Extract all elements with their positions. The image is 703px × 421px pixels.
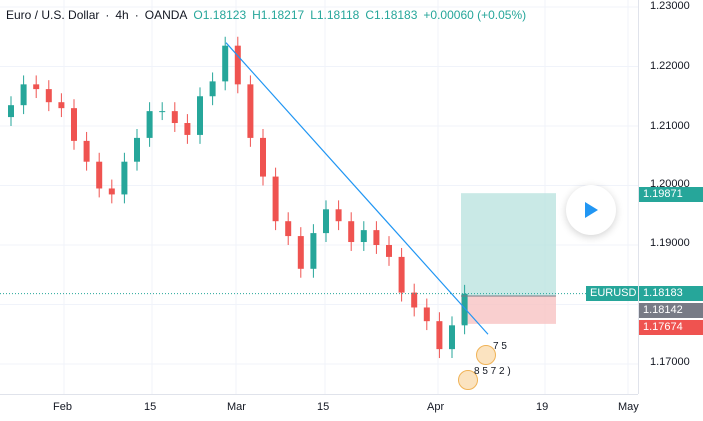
time-tick: May — [618, 401, 639, 413]
time-tick: Feb — [53, 401, 72, 413]
candle-body — [373, 230, 380, 245]
candle-body — [71, 108, 77, 141]
candle-body — [411, 292, 418, 308]
candle-body — [297, 236, 304, 269]
play-icon — [585, 202, 598, 218]
candle-body — [171, 111, 178, 124]
legend-close: C1.18183 — [365, 8, 418, 22]
target-price-tag: 1.19871 — [639, 187, 703, 202]
candle-body — [159, 111, 166, 113]
candle-body — [461, 293, 468, 326]
candle-body — [449, 325, 455, 350]
legend-high: H1.18217 — [252, 8, 305, 22]
event-badge-icon[interactable] — [458, 370, 478, 390]
candle-body — [247, 84, 254, 138]
price-tick: 1.21000 — [650, 120, 690, 132]
candle-body — [58, 102, 65, 109]
candle-body — [134, 137, 140, 162]
candle-body — [108, 188, 115, 195]
entry-price-tag: 1.18142 — [639, 303, 703, 318]
stop-loss-zone[interactable] — [461, 296, 556, 324]
candle-body — [146, 111, 153, 138]
time-tick: 19 — [536, 401, 549, 413]
legend-low: L1.18118 — [310, 8, 360, 22]
candles — [8, 36, 468, 359]
stop-price-tag: 1.17674 — [639, 320, 703, 335]
candle-body — [323, 209, 329, 234]
time-axis[interactable]: Feb 15 Mar 15 Apr 19 May — [0, 394, 639, 421]
symbol-legend: Euro / U.S. Dollar · 4h · OANDA O1.18123… — [6, 8, 526, 22]
legend-separator: · — [105, 8, 110, 22]
time-tick: 15 — [144, 401, 157, 413]
candle-body — [398, 256, 405, 293]
time-tick: Apr — [427, 401, 445, 413]
candle-body — [348, 221, 355, 243]
candle-body — [310, 233, 317, 269]
legend-separator: · — [134, 8, 139, 22]
price-tick: 1.23000 — [650, 0, 690, 12]
event-badge-label: 8 5 7 2 ) — [474, 366, 511, 377]
candle-body — [197, 96, 203, 135]
candle-body — [96, 161, 103, 189]
candle-body — [386, 245, 392, 257]
legend-interval[interactable]: 4h — [115, 8, 129, 22]
candle-body — [83, 140, 90, 162]
legend-open: O1.18123 — [193, 8, 247, 22]
current-price-tag: 1.18183 — [639, 286, 703, 301]
candle-body — [423, 307, 430, 322]
candle-body — [285, 221, 292, 237]
candle-body — [360, 230, 367, 243]
event-badge-icon[interactable] — [476, 345, 496, 365]
price-tick: 1.17000 — [650, 356, 690, 368]
candle-body — [272, 176, 279, 222]
candle-body — [33, 84, 40, 90]
legend-change: +0.00060 (+0.05%) — [423, 8, 527, 22]
plot-area[interactable] — [0, 0, 638, 394]
profit-target-zone[interactable] — [461, 193, 556, 297]
event-badge-label: 7 5 — [493, 341, 507, 352]
time-tick: 15 — [317, 401, 330, 413]
candle-body — [45, 89, 52, 103]
legend-symbol[interactable]: Euro / U.S. Dollar — [6, 8, 100, 22]
candle-body — [121, 161, 128, 195]
candle-body — [8, 105, 14, 118]
candle-body — [184, 123, 191, 135]
candle-body — [260, 137, 266, 177]
candle-body — [335, 209, 342, 222]
time-tick: Mar — [227, 401, 246, 413]
candle-body — [436, 321, 443, 350]
price-axis[interactable]: 1.23000 1.22000 1.21000 1.20000 1.19000 … — [638, 0, 703, 394]
price-tick: 1.22000 — [650, 60, 690, 72]
trendline[interactable] — [225, 42, 489, 335]
legend-exchange: OANDA — [144, 8, 188, 22]
symbol-price-tag: EURUSD — [586, 286, 638, 301]
candle-body — [209, 81, 216, 97]
price-tick: 1.19000 — [650, 237, 690, 249]
candle-body — [234, 45, 241, 85]
candle-body — [20, 84, 27, 106]
candle-body — [222, 45, 229, 82]
play-button[interactable] — [566, 185, 616, 235]
